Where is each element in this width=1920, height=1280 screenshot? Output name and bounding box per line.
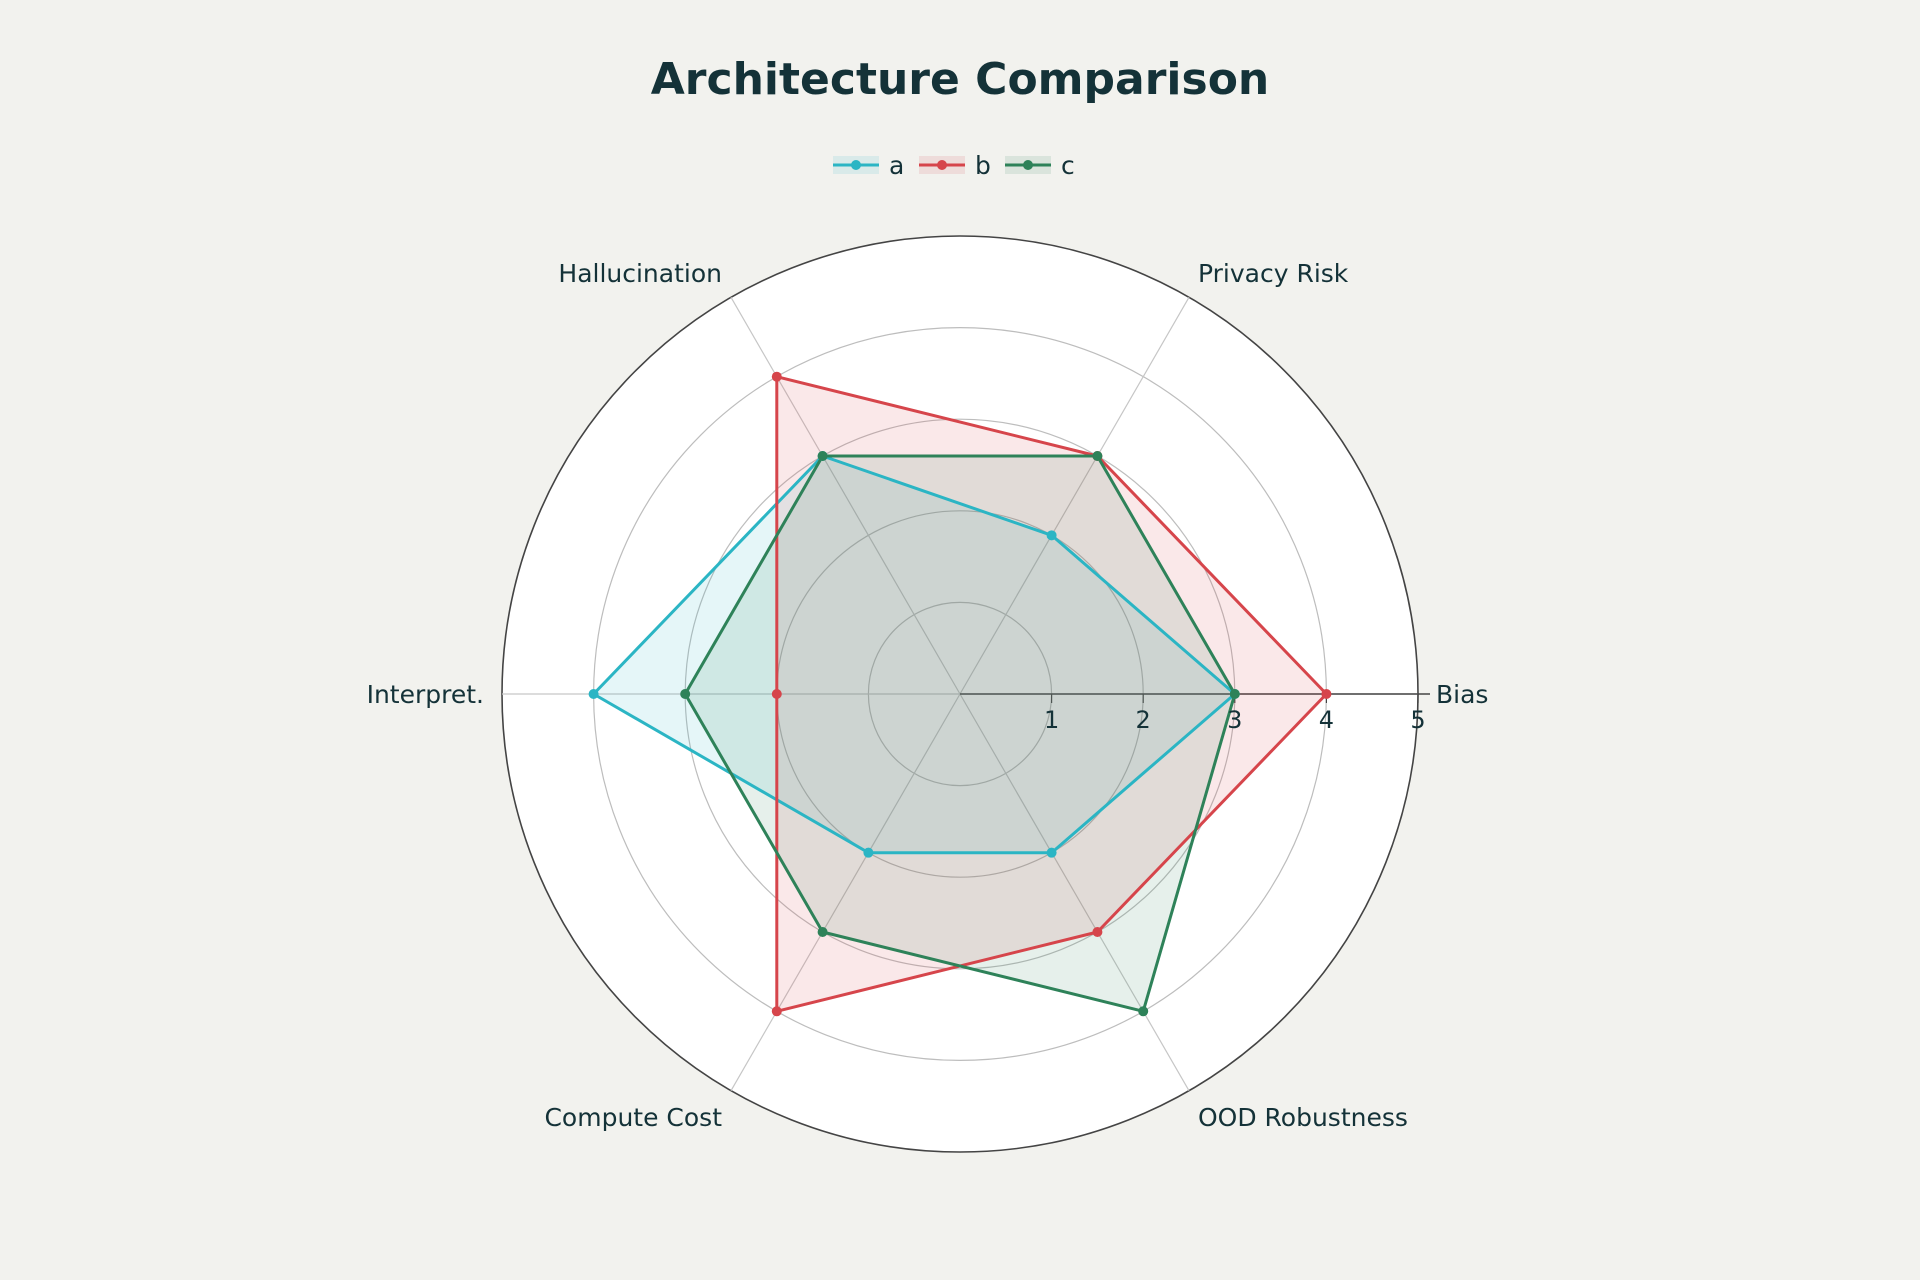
legend-item-a[interactable]: a [833, 151, 904, 180]
radial-tick-label: 3 [1227, 706, 1242, 734]
series-a-point-4 [863, 847, 874, 858]
series-c-point-3 [680, 689, 691, 699]
series-c-fill [685, 456, 1235, 1012]
radial-tick-label: 4 [1319, 706, 1334, 734]
axis-spoke [959, 297, 1190, 695]
radial-tick-label: 2 [1136, 706, 1151, 734]
axis-label-3: Interpret. [367, 680, 484, 709]
series-b-point-4 [771, 1006, 782, 1017]
axis-label-5: OOD Robustness [1198, 1103, 1408, 1132]
legend-swatch-marker [851, 160, 861, 170]
series-c-point-2 [817, 451, 828, 462]
series-b-point-5 [1092, 926, 1103, 937]
axis-label-0: Bias [1436, 680, 1488, 709]
legend-item-c[interactable]: c [1005, 151, 1075, 180]
series-b-point-3 [771, 689, 782, 699]
radial-tick-labels: 1 2 3 4 5 [1044, 706, 1426, 734]
radial-tick-label: 5 [1410, 706, 1425, 734]
axis-spoke [959, 693, 1190, 1091]
series-a-point-3 [588, 689, 599, 699]
legend-item-b[interactable]: b [919, 151, 991, 180]
radial-tick-label: 1 [1044, 706, 1059, 734]
series-b-point-2 [771, 371, 782, 382]
legend-swatch-marker [1023, 160, 1033, 170]
series-c-point-5 [1138, 1006, 1149, 1017]
legend-label-b: b [975, 151, 991, 180]
legend-label-a: a [889, 151, 904, 180]
axis-labels: Bias Privacy Risk Hallucination Interpret. C… [367, 259, 1489, 1132]
series-a-point-1 [1046, 530, 1057, 541]
legend-label-c: c [1061, 151, 1075, 180]
legend: a b c [833, 151, 1075, 180]
axis-spoke [730, 693, 961, 1091]
axis-label-4: Compute Cost [544, 1103, 722, 1132]
series-c-point-0 [1229, 689, 1240, 699]
axis-spoke [730, 297, 961, 695]
series-c-point-1 [1092, 451, 1103, 462]
legend-swatch-marker [937, 160, 947, 170]
series-markers [588, 371, 1332, 1017]
chart-title: Architecture Comparison [651, 54, 1270, 105]
axis-label-1: Privacy Risk [1198, 259, 1349, 288]
axis-label-2: Hallucination [558, 259, 722, 288]
series-c-point-4 [817, 926, 828, 937]
series-b-point-0 [1321, 689, 1332, 699]
series-a-point-5 [1046, 847, 1057, 858]
